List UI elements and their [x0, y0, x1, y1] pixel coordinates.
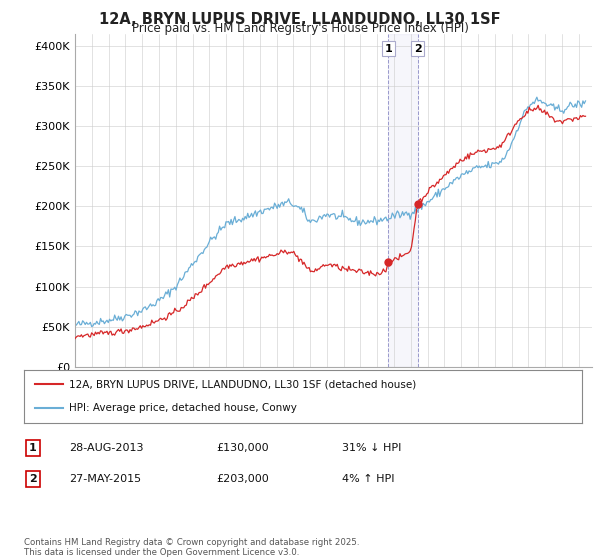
Text: 1: 1 [385, 44, 392, 54]
Text: £130,000: £130,000 [216, 443, 269, 453]
Text: 12A, BRYN LUPUS DRIVE, LLANDUDNO, LL30 1SF (detached house): 12A, BRYN LUPUS DRIVE, LLANDUDNO, LL30 1… [68, 380, 416, 390]
Text: Price paid vs. HM Land Registry's House Price Index (HPI): Price paid vs. HM Land Registry's House … [131, 22, 469, 35]
Text: £203,000: £203,000 [216, 474, 269, 484]
Text: 2: 2 [29, 474, 37, 484]
Text: 28-AUG-2013: 28-AUG-2013 [69, 443, 143, 453]
Text: 2: 2 [414, 44, 422, 54]
Text: 31% ↓ HPI: 31% ↓ HPI [342, 443, 401, 453]
Text: 27-MAY-2015: 27-MAY-2015 [69, 474, 141, 484]
Text: 4% ↑ HPI: 4% ↑ HPI [342, 474, 395, 484]
Text: HPI: Average price, detached house, Conwy: HPI: Average price, detached house, Conw… [68, 403, 296, 413]
Bar [388, 34, 418, 367]
Text: 12A, BRYN LUPUS DRIVE, LLANDUDNO, LL30 1SF: 12A, BRYN LUPUS DRIVE, LLANDUDNO, LL30 1… [99, 12, 501, 27]
Text: Contains HM Land Registry data © Crown copyright and database right 2025.
This d: Contains HM Land Registry data © Crown c… [24, 538, 359, 557]
Text: 1: 1 [29, 443, 37, 453]
